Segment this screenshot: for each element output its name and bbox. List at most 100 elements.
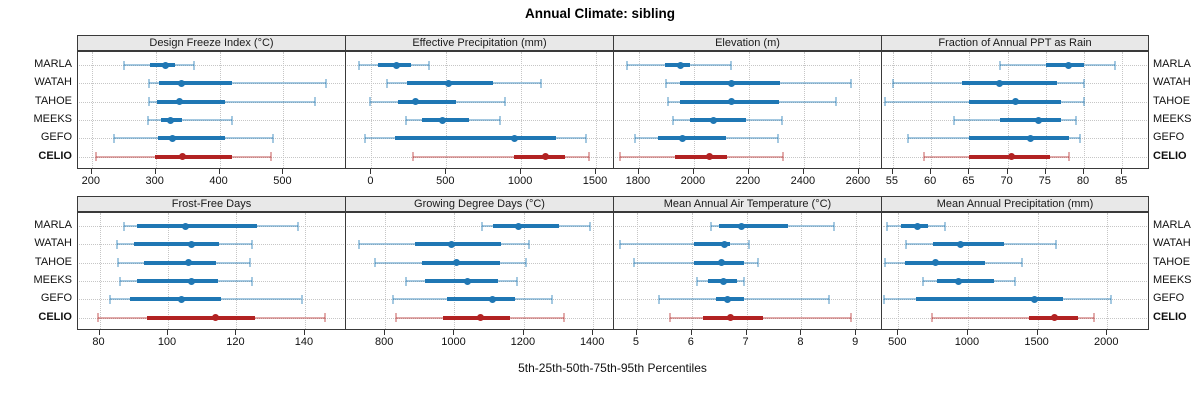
whisker-cap-right (782, 152, 785, 162)
gridline-vertical (892, 52, 894, 168)
axis-tick (445, 169, 447, 174)
gridline-vertical (636, 213, 638, 329)
whisker-cap-left (122, 221, 125, 231)
whisker-cap-left (668, 313, 671, 323)
row-label-right-tahoe: TAHOE (1153, 255, 1191, 268)
axis-tick (1106, 330, 1108, 335)
row-label-right-meeks: MEEKS (1153, 113, 1192, 126)
whisker-cap-left (386, 78, 389, 88)
interquartile-bar-gefo (158, 136, 225, 141)
whisker-cap-right (192, 60, 195, 70)
axis-tick (218, 169, 220, 174)
gridline-vertical (898, 213, 900, 329)
whisker-cap-right (742, 276, 745, 286)
median-dot-marla (1065, 61, 1073, 69)
axis-tick (930, 169, 932, 174)
gridline-horizontal (615, 65, 880, 66)
interquartile-bar-meeks (689, 118, 747, 123)
interquartile-bar-meeks (937, 279, 994, 284)
whisker-cap-right (324, 313, 327, 323)
axis-tick-label: 1500 (1024, 336, 1049, 348)
whisker-5th-95th-celio (413, 155, 589, 158)
interquartile-bar-celio (514, 154, 565, 159)
gridline-vertical (385, 213, 387, 329)
strip-design-freeze-index-c: Design Freeze Index (°C) (77, 35, 346, 51)
interquartile-bar-tahoe (144, 260, 216, 265)
row-label-right-celio: CELIO (1153, 310, 1187, 323)
gridline-vertical (593, 213, 595, 329)
row-label-right-tahoe: TAHOE (1153, 94, 1191, 107)
gridline-vertical (521, 52, 523, 168)
median-dot-watah (188, 240, 196, 248)
whisker-cap-right (584, 133, 587, 143)
axis-tick (747, 169, 749, 174)
gridline-vertical (801, 213, 803, 329)
median-dot-gefo (168, 134, 176, 142)
axis-tick-label: 1000 (507, 175, 533, 187)
whisker-cap-right (250, 276, 253, 286)
whisker-cap-right (525, 258, 528, 268)
interquartile-bar-celio (155, 154, 232, 159)
whisker-cap-right (271, 133, 274, 143)
median-dot-meeks (1034, 116, 1042, 124)
gridline-vertical (1084, 52, 1086, 168)
interquartile-bar-celio (147, 315, 256, 320)
whisker-cap-right (1075, 115, 1078, 125)
axis-tick-label: 2200 (735, 175, 761, 187)
whisker-cap-right (780, 115, 783, 125)
axis-tick (235, 330, 237, 335)
gridline-vertical (803, 52, 805, 168)
median-dot-watah (996, 79, 1004, 87)
axis-tick-label: 55 (885, 175, 899, 187)
whisker-cap-right (428, 60, 431, 70)
axis-tick (98, 330, 100, 335)
axis-tick-label: 1200 (510, 336, 536, 348)
axis-tick-label: 1500 (582, 175, 608, 187)
interquartile-bar-meeks (425, 279, 498, 284)
row-label-left-meeks: MEEKS (33, 274, 72, 287)
median-dot-watah (178, 79, 186, 87)
row-label-left-watah: WATAH (34, 76, 72, 89)
whisker-cap-left (364, 133, 367, 143)
axis-tick (897, 330, 899, 335)
gridline-vertical (748, 52, 750, 168)
gridline-horizontal (615, 138, 880, 140)
interquartile-bar-meeks (999, 118, 1062, 123)
gridline-vertical (371, 52, 373, 168)
axis-tick-label: 80 (1076, 175, 1090, 187)
median-dot-gefo (488, 295, 496, 303)
strip-growing-degree-days-c: Growing Degree Days (°C) (345, 196, 614, 212)
median-dot-gefo (723, 295, 731, 303)
whisker-cap-left (884, 97, 887, 107)
whisker-cap-right (756, 258, 759, 268)
axis-tick (592, 330, 594, 335)
axis-tick-label: 2400 (790, 175, 816, 187)
gridline-vertical (168, 213, 169, 329)
interquartile-bar-watah (961, 81, 1058, 86)
panel-frost-free-days (77, 212, 346, 330)
axis-tick (968, 169, 970, 174)
gridline-vertical (454, 213, 456, 329)
axis-tick-label: 75 (1038, 175, 1051, 187)
gridline-vertical (304, 213, 306, 329)
whisker-cap-right (1079, 133, 1082, 143)
panel-elevation-m (613, 51, 882, 169)
axis-tick-label: 9 (852, 336, 859, 348)
whisker-cap-left (633, 133, 636, 143)
axis-tick (1121, 169, 1123, 174)
gridline-vertical (236, 213, 238, 329)
gridline-horizontal (347, 156, 612, 158)
whisker-cap-left (618, 152, 621, 162)
whisker-cap-right (562, 313, 565, 323)
row-label-left-gefo: GEFO (40, 292, 72, 305)
gridline-horizontal (883, 65, 1147, 66)
median-dot-tahoe (452, 259, 460, 267)
interquartile-bar-watah (414, 242, 502, 247)
whisker-5th-95th-tahoe (149, 100, 316, 103)
whisker-cap-left (392, 294, 395, 304)
median-dot-tahoe (718, 259, 726, 267)
whisker-cap-left (358, 239, 361, 249)
whisker-cap-left (921, 276, 924, 286)
interquartile-bar-marla (1045, 63, 1084, 67)
whisker-cap-left (122, 60, 125, 70)
